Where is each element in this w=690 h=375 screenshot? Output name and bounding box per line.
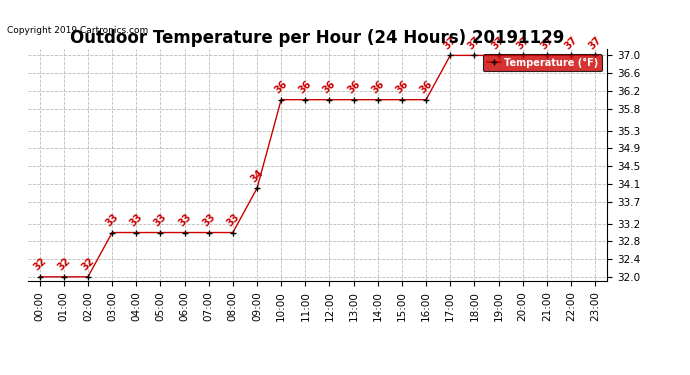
Text: 33: 33: [176, 212, 193, 228]
Text: 36: 36: [393, 79, 411, 96]
Text: 36: 36: [345, 79, 362, 96]
Text: Copyright 2019 Cartronics.com: Copyright 2019 Cartronics.com: [7, 26, 148, 35]
Text: 37: 37: [466, 34, 483, 51]
Text: 33: 33: [200, 212, 217, 228]
Text: 32: 32: [55, 256, 72, 273]
Text: 36: 36: [321, 79, 338, 96]
Text: 36: 36: [417, 79, 435, 96]
Text: 37: 37: [586, 34, 604, 51]
Text: 33: 33: [152, 212, 169, 228]
Text: 36: 36: [273, 79, 290, 96]
Text: 37: 37: [490, 34, 507, 51]
Text: 32: 32: [79, 256, 97, 273]
Text: 33: 33: [104, 212, 121, 228]
Text: 37: 37: [442, 34, 459, 51]
Text: 32: 32: [31, 256, 48, 273]
Text: 34: 34: [248, 168, 266, 184]
Title: Outdoor Temperature per Hour (24 Hours) 20191129: Outdoor Temperature per Hour (24 Hours) …: [70, 29, 564, 47]
Text: 33: 33: [224, 212, 241, 228]
Text: 36: 36: [369, 79, 386, 96]
Text: 36: 36: [297, 79, 314, 96]
Text: 33: 33: [128, 212, 145, 228]
Legend: Temperature (°F): Temperature (°F): [483, 54, 602, 72]
Text: 37: 37: [538, 34, 555, 51]
Text: 37: 37: [562, 34, 580, 51]
Text: 37: 37: [514, 34, 531, 51]
